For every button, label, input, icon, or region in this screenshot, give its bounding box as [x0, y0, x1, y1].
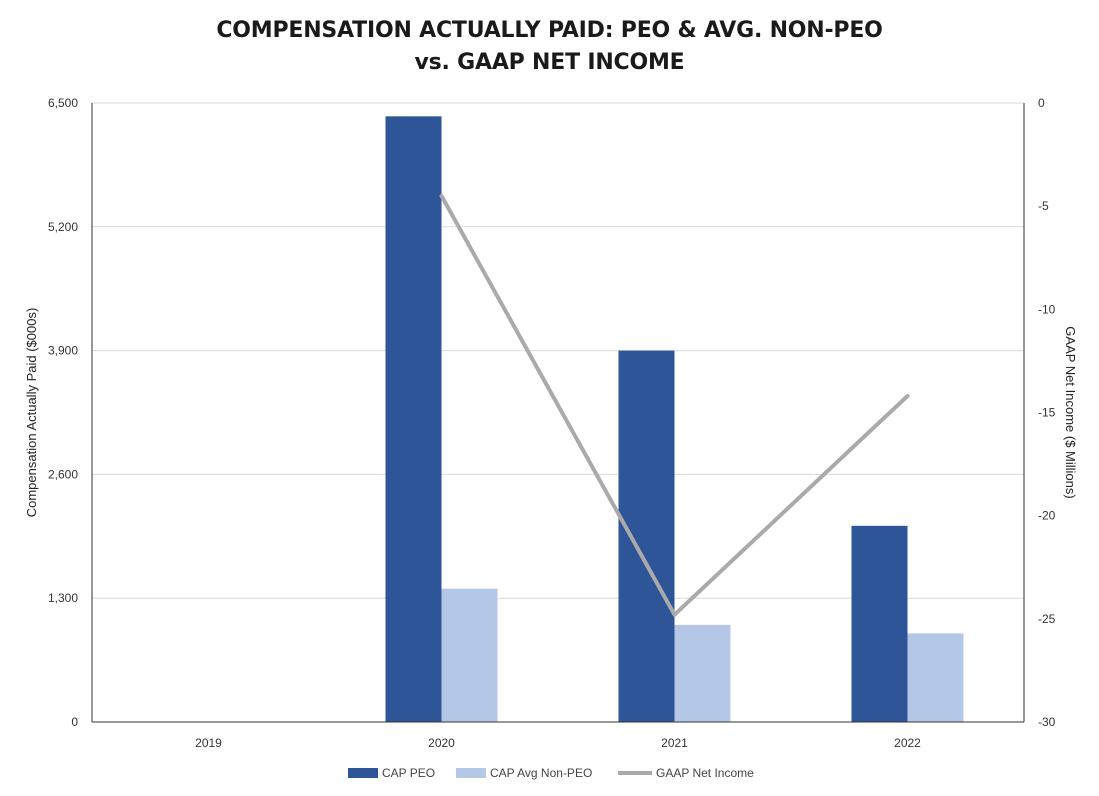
legend-label-gaap-net-income: GAAP Net Income [656, 766, 754, 780]
y2-tick-label: -25 [1038, 612, 1056, 626]
y2-tick-label: -15 [1038, 406, 1056, 420]
legend-swatch-gaap-net-income [618, 771, 652, 775]
chart-title-line-1: COMPENSATION ACTUALLY PAID: PEO & AVG. N… [216, 18, 883, 43]
x-tick-label: 2022 [894, 736, 921, 750]
y2-axis-title: GAAP Net Income ($ Millions) [1063, 326, 1078, 498]
legend-swatch-cap-avg-non-peo [456, 768, 486, 778]
legend-label-cap-avg-non-peo: CAP Avg Non-PEO [490, 766, 592, 780]
y-axis-title: Compensation Actually Paid ($000s) [24, 308, 39, 518]
chart-title-line-2: vs. GAAP NET INCOME [414, 50, 685, 75]
bar-cap-avg-non-peo [441, 588, 498, 722]
y2-tick-label: -5 [1038, 199, 1049, 213]
y2-tick-label: -20 [1038, 509, 1056, 523]
y-tick-label: 2,600 [48, 467, 78, 481]
bar-cap-peo [618, 350, 675, 722]
y-tick-label: 0 [71, 715, 78, 729]
x-tick-label: 2019 [195, 736, 222, 750]
line-gaap-net-income [439, 193, 910, 617]
legend: CAP PEO CAP Avg Non-PEO GAAP Net Income [348, 766, 754, 780]
y-tick-label: 3,900 [48, 344, 78, 358]
x-tick-label: 2020 [428, 736, 455, 750]
legend-swatch-cap-peo [348, 768, 378, 778]
bar-cap-peo [385, 116, 442, 723]
net-income-line [439, 193, 910, 617]
y2-tick-label: -10 [1038, 302, 1056, 316]
y2-tick-label: 0 [1038, 96, 1045, 110]
bars [385, 116, 964, 723]
x-tick-label: 2021 [661, 736, 688, 750]
y-tick-label: 6,500 [48, 96, 78, 110]
bar-cap-peo [851, 525, 908, 722]
y-tick-label: 1,300 [48, 591, 78, 605]
y2-tick-label: -30 [1038, 715, 1056, 729]
bar-cap-avg-non-peo [907, 633, 964, 722]
legend-label-cap-peo: CAP PEO [382, 766, 435, 780]
bar-cap-avg-non-peo [674, 624, 731, 722]
axes: 0 1,300 2,600 3,900 5,200 6,500 -30 -25 -20 -15 -1… [24, 96, 1078, 750]
y-tick-label: 5,200 [48, 220, 78, 234]
gridlines [92, 102, 1024, 599]
